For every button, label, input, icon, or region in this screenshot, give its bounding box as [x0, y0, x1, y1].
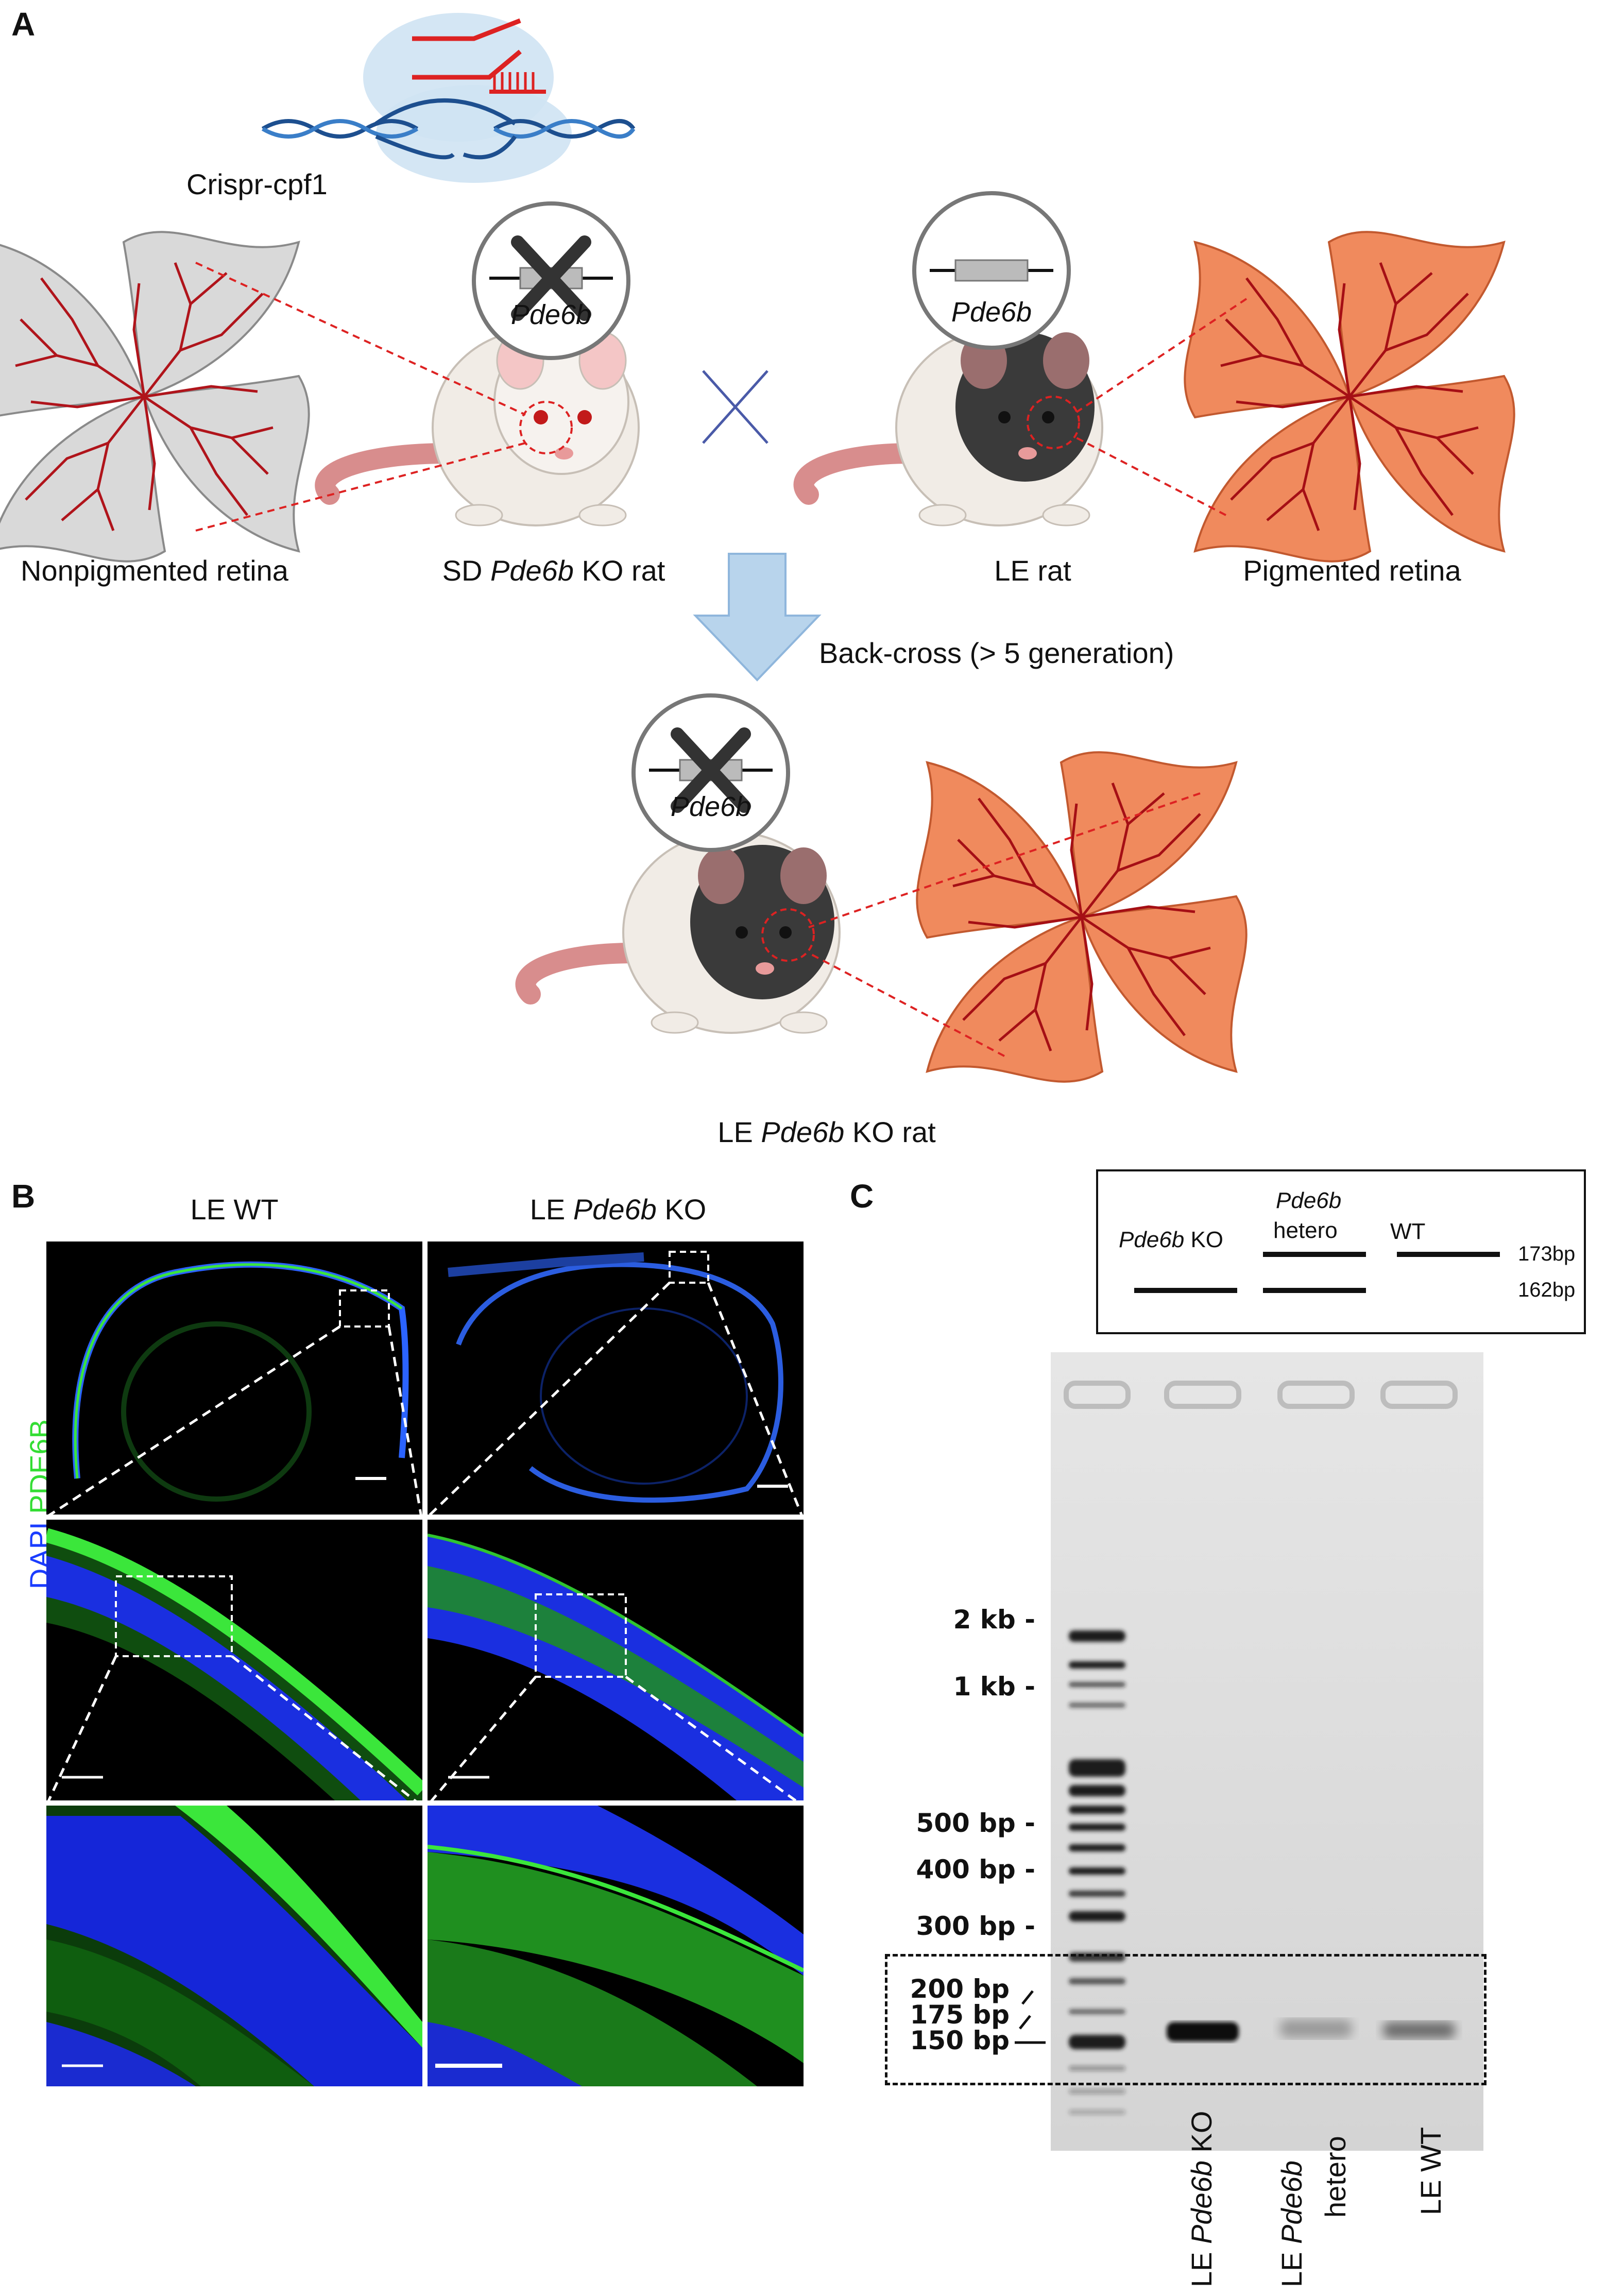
legend-hetero-label: hetero	[1273, 1218, 1338, 1243]
ladder-400bp: 400 bp -	[916, 1855, 1035, 1884]
zoom-lines	[195, 262, 1248, 1057]
lane-label-hetero-gene: LE Pde6b	[1275, 2161, 1308, 2287]
crispr-cpf1-illustration	[261, 13, 636, 183]
legend-hetero-band-173	[1263, 1252, 1366, 1257]
ladder-175bp: 175 bp	[910, 2000, 1010, 2030]
crispr-label: Crispr-cpf1	[186, 168, 328, 200]
micrograph-ko-medium	[428, 1520, 804, 1800]
legend-wt-band	[1397, 1252, 1500, 1257]
micrograph-wt-medium	[46, 1520, 422, 1800]
cross-symbol	[702, 370, 768, 444]
band-region-box	[885, 1954, 1487, 2085]
ladder-500bp: 500 bp -	[916, 1808, 1035, 1838]
hetero-band	[1280, 2019, 1352, 2038]
band-legend-box: Pde6b KO Pde6b hetero WT 173bp 162bp	[1096, 1169, 1586, 1334]
wt-gene-circle	[912, 191, 1071, 350]
backcross-label: Back-cross (> 5 generation)	[819, 637, 1174, 669]
panel-label-c: C	[850, 1178, 874, 1215]
panel-label-a: A	[11, 6, 36, 43]
legend-162bp: 162bp	[1518, 1279, 1576, 1301]
column-title-ko: LE Pde6b KO	[529, 1193, 707, 1226]
wt-gene-label: Pde6b	[951, 297, 1032, 328]
ladder-200bp: 200 bp	[910, 1974, 1010, 2004]
zoom-lines-b-2	[45, 1655, 804, 1807]
backcross-arrow	[693, 553, 822, 682]
wt-band	[1383, 2022, 1455, 2038]
micrograph-wt-high	[46, 1806, 422, 2086]
legend-hetero-gene: Pde6b	[1276, 1188, 1342, 1213]
legend-ko-label: Pde6b KO	[1119, 1227, 1224, 1252]
le-rat	[793, 329, 1103, 526]
legend-ko-band	[1134, 1288, 1237, 1293]
legend-173bp: 173bp	[1518, 1243, 1576, 1265]
lane-label-hetero: hetero	[1319, 2136, 1352, 2218]
pigmented-retina-label: Pigmented retina	[1243, 554, 1461, 587]
ko-gene-label-2: Pde6b	[670, 791, 751, 822]
nonpigmented-retina-label: Nonpigmented retina	[21, 554, 288, 587]
ladder-bands	[1069, 1630, 1125, 2115]
ko-band	[1167, 2022, 1239, 2042]
micrograph-wt-overview	[46, 1241, 422, 1515]
legend-hetero-band-162	[1263, 1288, 1366, 1293]
zoom-lines-b-1	[45, 1282, 804, 1519]
agarose-gel	[1051, 1352, 1483, 2151]
micrograph-ko-overview	[428, 1241, 804, 1515]
nonpigmented-retina	[0, 231, 310, 563]
ladder-ticks	[1015, 1990, 1046, 2044]
micrograph-ko-high	[428, 1806, 804, 2086]
ladder-1kb: 1 kb -	[953, 1672, 1035, 1702]
le-ko-rat-label: LE Pde6b KO rat	[717, 1116, 936, 1148]
pigmented-retina	[1184, 231, 1515, 563]
ladder-300bp: 300 bp -	[916, 1911, 1035, 1941]
ko-gene-label-1: Pde6b	[510, 299, 592, 330]
legend-wt-label: WT	[1390, 1219, 1426, 1244]
ko-gene-circle-2	[631, 693, 790, 852]
lane-label-ko: LE Pde6b KO	[1185, 2111, 1218, 2287]
ladder-2kb: 2 kb -	[953, 1605, 1035, 1635]
sd-ko-rat	[315, 329, 640, 526]
ko-pigmented-retina	[916, 751, 1248, 1083]
panel-a-illustration	[0, 13, 1515, 1083]
column-title-wt: LE WT	[190, 1193, 279, 1226]
ladder-150bp: 150 bp	[910, 2026, 1010, 2055]
lane-label-wt: LE WT	[1414, 2127, 1447, 2215]
sd-ko-rat-label: SD Pde6b KO rat	[442, 554, 665, 587]
le-rat-label: LE rat	[994, 554, 1071, 587]
le-ko-rat	[515, 831, 841, 1034]
ko-gene-circle-1	[472, 201, 630, 360]
panel-label-b: B	[11, 1178, 36, 1215]
